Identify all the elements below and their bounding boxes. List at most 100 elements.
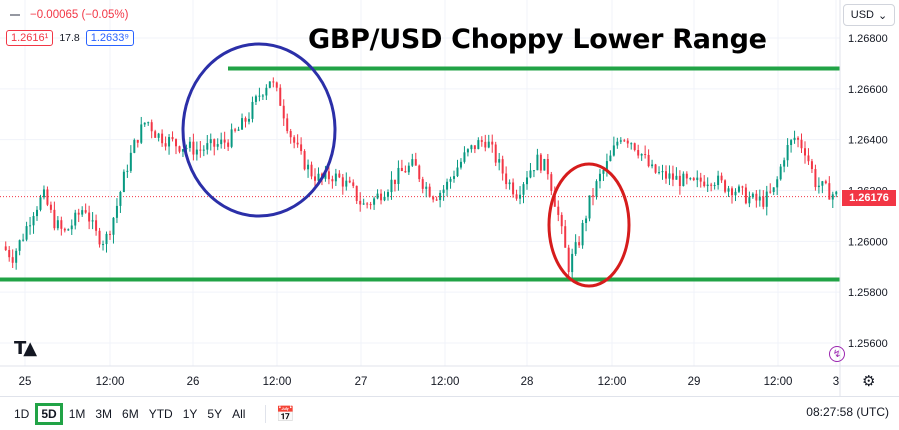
candle-body — [480, 140, 483, 142]
candle-body — [171, 137, 174, 140]
candle-body — [574, 242, 577, 254]
candle-body — [797, 137, 800, 140]
candle-body — [314, 176, 317, 181]
candle-body — [74, 212, 77, 226]
candle-body — [682, 173, 685, 187]
candle-body — [779, 166, 782, 180]
currency-selector[interactable]: USD ⌄ — [843, 4, 895, 26]
ask-price[interactable]: 1.2633⁹ — [85, 30, 135, 46]
candle-body — [588, 195, 591, 219]
range-ytd-button[interactable]: YTD — [148, 406, 173, 421]
candle-body — [487, 141, 490, 148]
bid-price[interactable]: 1.2616¹ — [6, 30, 54, 46]
candle-body — [425, 186, 428, 189]
candle-body — [175, 139, 178, 147]
candle-body — [616, 141, 619, 146]
range-1y-button[interactable]: 1Y — [182, 406, 198, 421]
candle-body — [800, 139, 803, 149]
candle-body — [108, 233, 111, 235]
time-axis[interactable]: 25 12:00 26 12:00 27 12:00 28 12:00 29 12:00 3 — [19, 376, 840, 388]
candle-body — [546, 159, 549, 175]
candle-body — [247, 118, 250, 122]
candle-body — [720, 175, 723, 181]
candle-body — [793, 137, 796, 141]
candle-body — [421, 179, 424, 189]
candle-body — [119, 191, 122, 206]
candle-body — [386, 192, 389, 197]
candle-body — [758, 196, 761, 201]
candle-body — [769, 191, 772, 193]
candle-body — [220, 139, 223, 145]
candle-body — [209, 139, 212, 144]
calendar-range-icon[interactable]: 📅 — [276, 405, 296, 423]
price-chart[interactable]: 1.268001.266001.264001.262001.260001.258… — [0, 0, 899, 396]
candle-body — [661, 171, 664, 173]
settings-icon[interactable]: ⚙ — [862, 373, 876, 390]
candle-body — [449, 178, 452, 182]
price-tick-label: 1.26400 — [848, 135, 888, 147]
candle-body — [168, 137, 171, 147]
last-price-label: 1.26176 — [842, 190, 896, 206]
candle-body — [397, 167, 400, 185]
candle-body — [442, 189, 445, 193]
candle-body — [512, 182, 515, 195]
time-tick-label: 12:00 — [96, 376, 125, 388]
price-change: −0.00065 (−0.05%) — [30, 9, 129, 21]
time-tick-label: 12:00 — [263, 376, 292, 388]
chevron-down-icon: ⌄ — [878, 9, 888, 22]
range-all-button[interactable]: All — [232, 406, 246, 421]
collapse-icon[interactable] — [10, 14, 20, 16]
candle-body — [435, 199, 438, 201]
candle-body — [140, 124, 143, 143]
range-1m-button[interactable]: 1M — [68, 406, 86, 421]
candle-body — [432, 196, 435, 200]
tradingview-logo-icon[interactable]: T▲ — [14, 338, 37, 359]
candle-body — [355, 185, 358, 201]
candle-body — [352, 182, 355, 186]
candle-body — [56, 220, 59, 229]
candle-body — [539, 154, 542, 171]
candle-body — [143, 122, 146, 125]
candle-body — [699, 177, 702, 182]
candle-body — [529, 170, 532, 178]
range-5d-button[interactable]: 5D — [35, 402, 63, 425]
red-circle-annotation[interactable] — [547, 162, 631, 288]
candle-body — [223, 139, 226, 143]
time-tick-label: 27 — [355, 376, 368, 388]
price-tick-label: 1.26800 — [848, 33, 888, 45]
range-6m-button[interactable]: 6M — [122, 406, 139, 421]
time-tick-label: 29 — [688, 376, 701, 388]
candle-body — [519, 194, 522, 199]
price-tick-label: 1.26000 — [848, 236, 888, 248]
candlestick-series — [4, 77, 838, 279]
range-5y-button[interactable]: 5Y — [207, 406, 223, 421]
candle-body — [494, 144, 497, 163]
utc-clock[interactable]: 08:27:58 (UTC) — [806, 405, 889, 419]
candle-body — [532, 170, 535, 172]
candle-body — [362, 203, 365, 205]
candle-body — [790, 140, 793, 146]
blue-circle-annotation[interactable] — [181, 42, 337, 218]
candle-body — [783, 160, 786, 167]
lightning-icon[interactable]: ↯ — [829, 346, 845, 362]
candle-body — [505, 173, 508, 185]
candle-body — [835, 191, 838, 195]
candle-body — [637, 149, 640, 156]
candle-body — [595, 181, 598, 197]
candle-body — [477, 140, 480, 150]
candle-body — [668, 173, 671, 179]
candle-body — [671, 173, 674, 180]
range-3m-button[interactable]: 3M — [95, 406, 113, 421]
candle-body — [571, 253, 574, 273]
candle-body — [685, 173, 688, 179]
range-1d-button[interactable]: 1D — [14, 406, 30, 421]
candle-body — [234, 129, 237, 131]
candle-body — [703, 181, 706, 187]
candle-body — [737, 186, 740, 192]
candle-body — [161, 133, 164, 144]
candle-body — [345, 180, 348, 187]
candle-body — [49, 204, 52, 210]
candle-body — [380, 193, 383, 201]
candle-body — [359, 200, 362, 205]
candle-body — [675, 175, 678, 180]
